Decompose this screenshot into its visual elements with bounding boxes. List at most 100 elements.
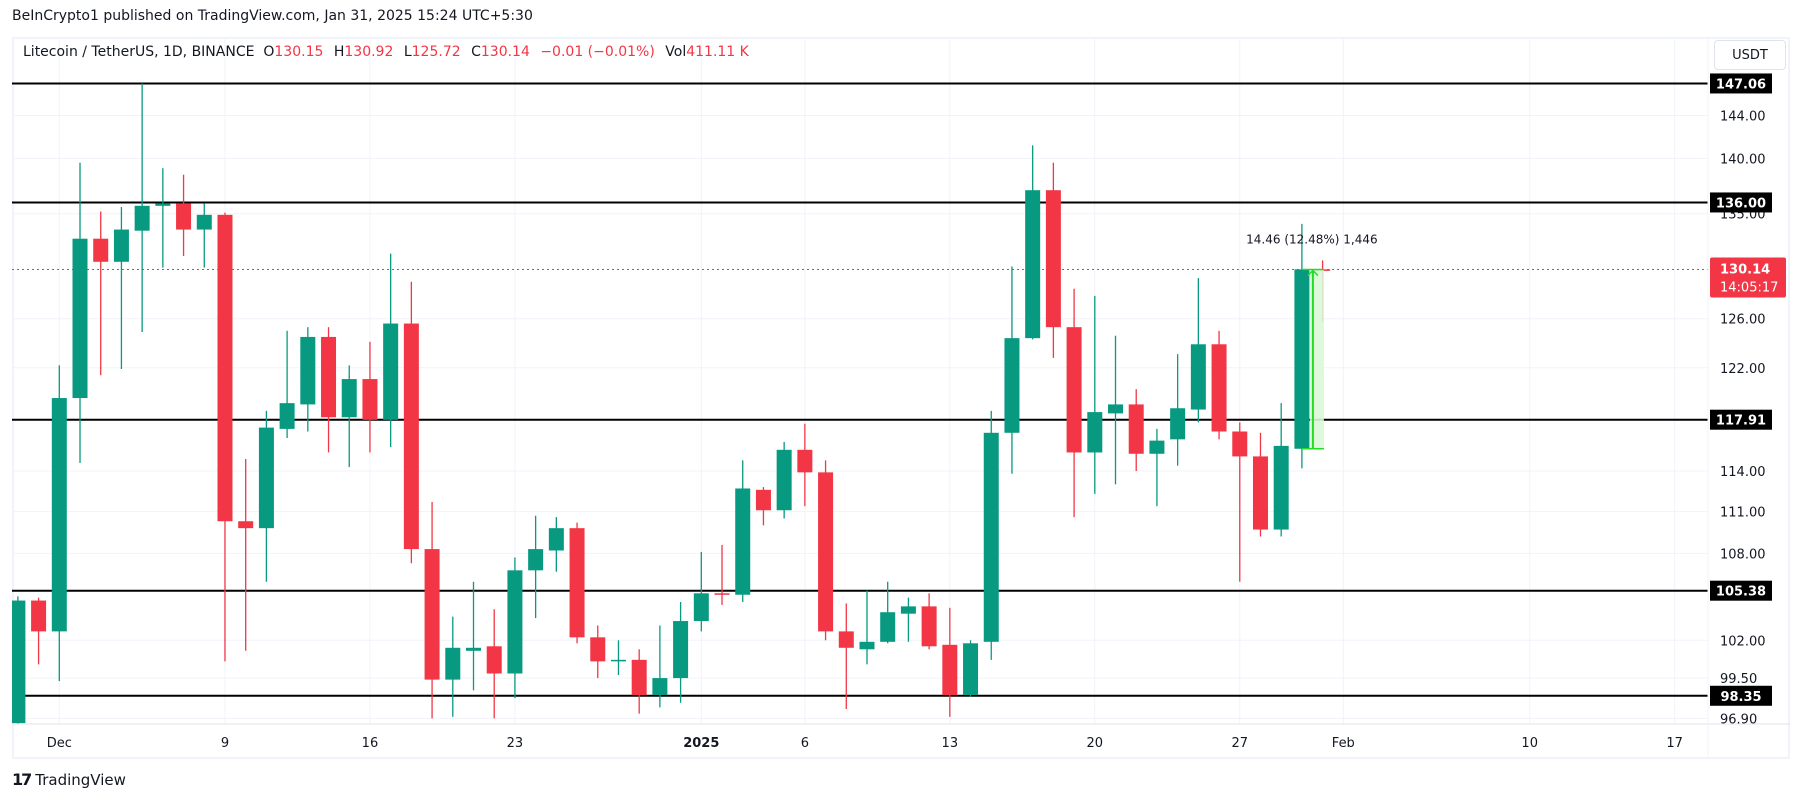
candle bbox=[963, 640, 979, 697]
open-label: O bbox=[263, 44, 275, 60]
candle-body bbox=[1066, 327, 1082, 453]
candle bbox=[548, 517, 564, 572]
close-value: 130.14 bbox=[480, 44, 530, 60]
candle-body bbox=[921, 606, 937, 647]
price-tick-label: 111.00 bbox=[1720, 506, 1766, 521]
candle-body bbox=[1128, 404, 1144, 454]
candle-body bbox=[797, 449, 813, 473]
time-tick-label: 6 bbox=[801, 736, 809, 751]
candle bbox=[1108, 335, 1124, 485]
level-price-label: 98.35 bbox=[1720, 690, 1761, 705]
candle-body bbox=[445, 647, 461, 680]
candle bbox=[1025, 145, 1041, 340]
candle bbox=[12, 596, 26, 724]
candle bbox=[1294, 223, 1310, 469]
candle-body bbox=[341, 379, 357, 418]
candle-body bbox=[1273, 445, 1289, 530]
candle-body bbox=[880, 612, 896, 642]
price-tick-label: 114.00 bbox=[1720, 465, 1766, 480]
horizontal-levels bbox=[12, 82, 1708, 697]
volume-value: 411.11 K bbox=[686, 44, 749, 60]
candle bbox=[942, 607, 958, 717]
candle bbox=[300, 327, 316, 432]
publisher-caption: BeInCrypto1 published on TradingView.com… bbox=[12, 8, 533, 24]
candle-body bbox=[383, 323, 399, 420]
price-axis[interactable]: 144.00140.00135.00126.00122.00114.00111.… bbox=[1710, 73, 1786, 727]
close-label: C bbox=[471, 44, 481, 60]
candle bbox=[383, 253, 399, 448]
candle bbox=[983, 410, 999, 660]
open-value: 130.15 bbox=[274, 44, 324, 60]
candle bbox=[362, 341, 378, 453]
candle-body bbox=[735, 488, 751, 595]
measure-tool[interactable]: 14.46 (12.48%) 1,446 bbox=[1246, 232, 1378, 450]
candle bbox=[610, 640, 626, 676]
candle-body bbox=[1087, 412, 1103, 453]
grid bbox=[12, 39, 1708, 724]
time-tick-label: 2025 bbox=[683, 736, 719, 751]
currency-button[interactable]: USDT bbox=[1714, 40, 1786, 70]
candle-body bbox=[507, 570, 523, 674]
candle bbox=[859, 590, 875, 665]
candle bbox=[1004, 266, 1020, 474]
candle-body bbox=[818, 472, 834, 632]
candle-body bbox=[72, 238, 88, 399]
candle-body bbox=[528, 549, 544, 571]
low-value: 125.72 bbox=[411, 44, 461, 60]
price-tick-label: 122.00 bbox=[1720, 362, 1766, 377]
candle bbox=[176, 174, 192, 256]
level-price-badge bbox=[1710, 685, 1772, 706]
candle-body bbox=[113, 229, 129, 262]
last-price-value: 130.14 bbox=[1720, 262, 1770, 277]
time-tick-label: Feb bbox=[1332, 736, 1355, 751]
candle-body bbox=[631, 659, 647, 696]
candle bbox=[528, 515, 544, 619]
candle-body bbox=[1045, 190, 1061, 328]
candle-body bbox=[217, 214, 233, 522]
candle-body bbox=[1294, 269, 1310, 449]
candle-body bbox=[610, 659, 626, 662]
candle bbox=[507, 557, 523, 699]
symbol-legend: Litecoin / TetherUS, 1D, BINANCE O130.15… bbox=[23, 44, 755, 60]
candles bbox=[12, 83, 1331, 724]
candle-body bbox=[466, 647, 481, 651]
candle-body bbox=[31, 600, 47, 632]
tradingview-logo[interactable]: 17 TradingView bbox=[12, 770, 126, 789]
candle bbox=[1273, 403, 1289, 537]
symbol-name[interactable]: Litecoin / TetherUS, 1D, BINANCE bbox=[23, 44, 255, 60]
time-axis[interactable]: Dec 9 16 23 2025 6 13 20 27 Feb 10 17 bbox=[47, 736, 1683, 751]
volume-label: Vol bbox=[665, 44, 687, 60]
last-price-badge bbox=[1710, 257, 1786, 298]
price-tick-label: 102.00 bbox=[1720, 634, 1766, 649]
candle-body bbox=[673, 621, 689, 679]
candle bbox=[196, 203, 212, 268]
candle-body bbox=[51, 398, 67, 632]
candle-body bbox=[1232, 431, 1248, 457]
candle bbox=[1190, 278, 1206, 423]
high-label: H bbox=[333, 44, 345, 60]
candle bbox=[1170, 354, 1186, 466]
candle-body bbox=[693, 593, 709, 622]
candle-body bbox=[755, 489, 771, 511]
candle bbox=[217, 212, 233, 662]
candle bbox=[880, 581, 896, 644]
candle bbox=[818, 460, 834, 641]
price-tick-label: 96.90 bbox=[1720, 712, 1757, 727]
candle-body bbox=[1211, 344, 1227, 432]
candle-body bbox=[1004, 338, 1020, 433]
candle bbox=[1066, 288, 1082, 518]
level-price-badge bbox=[1710, 192, 1772, 213]
time-tick-label: 27 bbox=[1231, 736, 1248, 751]
level-price-label: 117.91 bbox=[1716, 414, 1766, 429]
time-tick-label: 20 bbox=[1087, 736, 1104, 751]
time-tick-label: Dec bbox=[47, 736, 72, 751]
candle bbox=[900, 597, 916, 642]
level-price-badge bbox=[1710, 409, 1772, 430]
price-tick-label: 144.00 bbox=[1720, 109, 1766, 124]
chart-frame bbox=[12, 37, 1790, 759]
candle bbox=[155, 168, 171, 268]
candle bbox=[51, 365, 67, 682]
candle-body bbox=[12, 600, 26, 724]
candle bbox=[838, 603, 854, 709]
